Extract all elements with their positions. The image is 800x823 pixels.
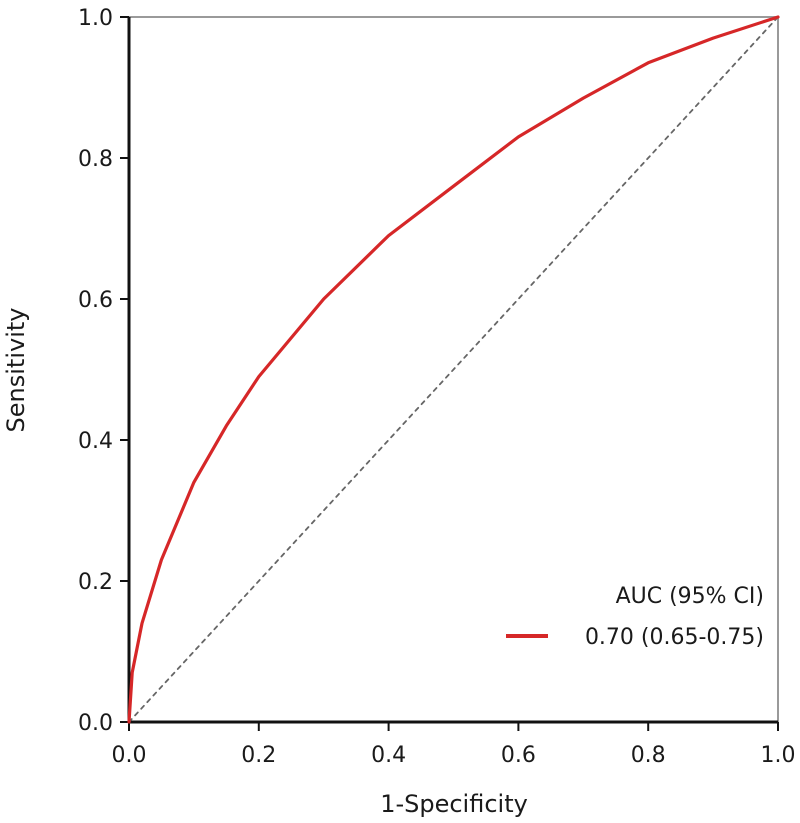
x-axis-title: 1-Specificity <box>380 790 528 818</box>
roc-curve-line <box>127 15 780 724</box>
y-tick-label: 0.4 <box>78 429 113 454</box>
y-tick-label: 0.0 <box>78 711 113 736</box>
legend-label-auc: 0.70 (0.65-0.75) <box>585 625 764 650</box>
reference-diagonal-line <box>128 16 779 723</box>
y-axis-ticks: 0.0 0.2 0.4 0.6 0.8 1.0 <box>78 6 129 736</box>
y-axis-title: Sensitivity <box>2 308 30 433</box>
legend: AUC (95% CI) 0.70 (0.65-0.75) <box>506 584 764 650</box>
y-tick-label: 0.6 <box>78 288 113 313</box>
x-tick-label: 0.2 <box>241 743 276 768</box>
y-tick-label: 1.0 <box>78 6 113 31</box>
plot-frame <box>127 16 779 724</box>
series-layer <box>127 15 780 724</box>
x-axis-ticks: 0.0 0.2 0.4 0.6 0.8 1.0 <box>112 722 796 768</box>
legend-title: AUC (95% CI) <box>616 584 764 609</box>
x-tick-label: 0.0 <box>112 743 147 768</box>
y-tick-label: 0.2 <box>78 570 113 595</box>
x-tick-label: 0.8 <box>631 743 666 768</box>
y-tick-label: 0.8 <box>78 147 113 172</box>
x-tick-label: 0.6 <box>501 743 536 768</box>
x-tick-label: 0.4 <box>371 743 406 768</box>
x-tick-label: 1.0 <box>761 743 796 768</box>
